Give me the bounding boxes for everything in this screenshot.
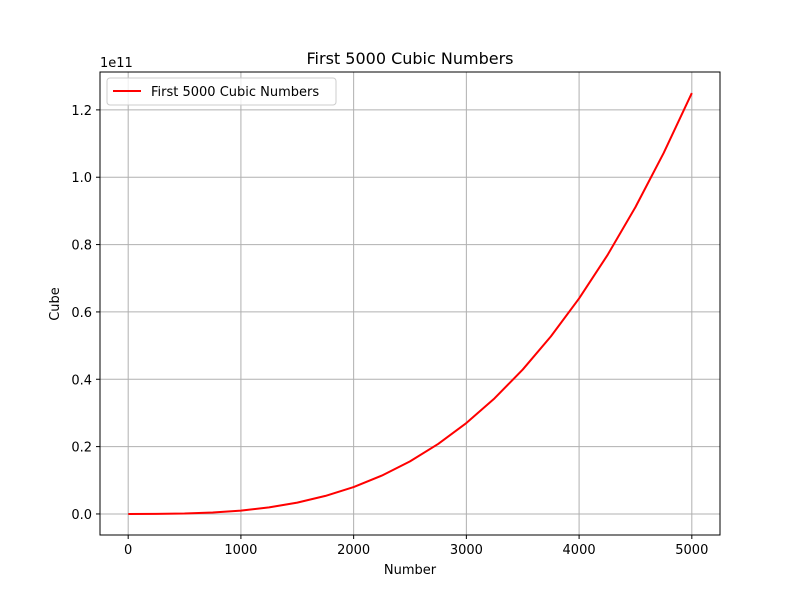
legend-label: First 5000 Cubic Numbers xyxy=(151,85,319,100)
y-tick-label: 0.4 xyxy=(71,373,92,388)
y-tick-label: 0.6 xyxy=(71,306,92,321)
series-layer xyxy=(128,92,693,515)
x-tick-label: 4000 xyxy=(563,543,596,558)
y-tick-label: 1.0 xyxy=(71,171,92,186)
y-tick-label: 0.8 xyxy=(71,239,92,254)
x-tick-label: 3000 xyxy=(450,543,483,558)
y-axis-label: Cube xyxy=(48,287,63,321)
tick-layer: 0 1000 2000 3000 4000 5000 0.0 0.2 0.4 0.6 0.8 1.0 1… xyxy=(71,104,708,558)
grid-layer xyxy=(100,72,720,535)
chart-title: First 5000 Cubic Numbers xyxy=(307,49,514,68)
plot-area-background xyxy=(100,72,720,535)
x-tick-label: 2000 xyxy=(337,543,370,558)
y-tick-label: 1.2 xyxy=(71,104,92,119)
series-line xyxy=(128,92,693,515)
x-tick-label: 1000 xyxy=(224,543,257,558)
y-tick-label: 0.2 xyxy=(71,441,92,456)
legend: First 5000 Cubic Numbers xyxy=(106,77,337,106)
x-tick-label: 0 xyxy=(124,543,132,558)
y-tick-label: 0.0 xyxy=(71,508,92,523)
y-offset-label: 1e11 xyxy=(100,56,133,71)
x-tick-label: 5000 xyxy=(675,543,708,558)
legend-box xyxy=(106,77,337,106)
plot-area-frame xyxy=(99,71,721,536)
x-axis-label: Number xyxy=(384,563,437,578)
